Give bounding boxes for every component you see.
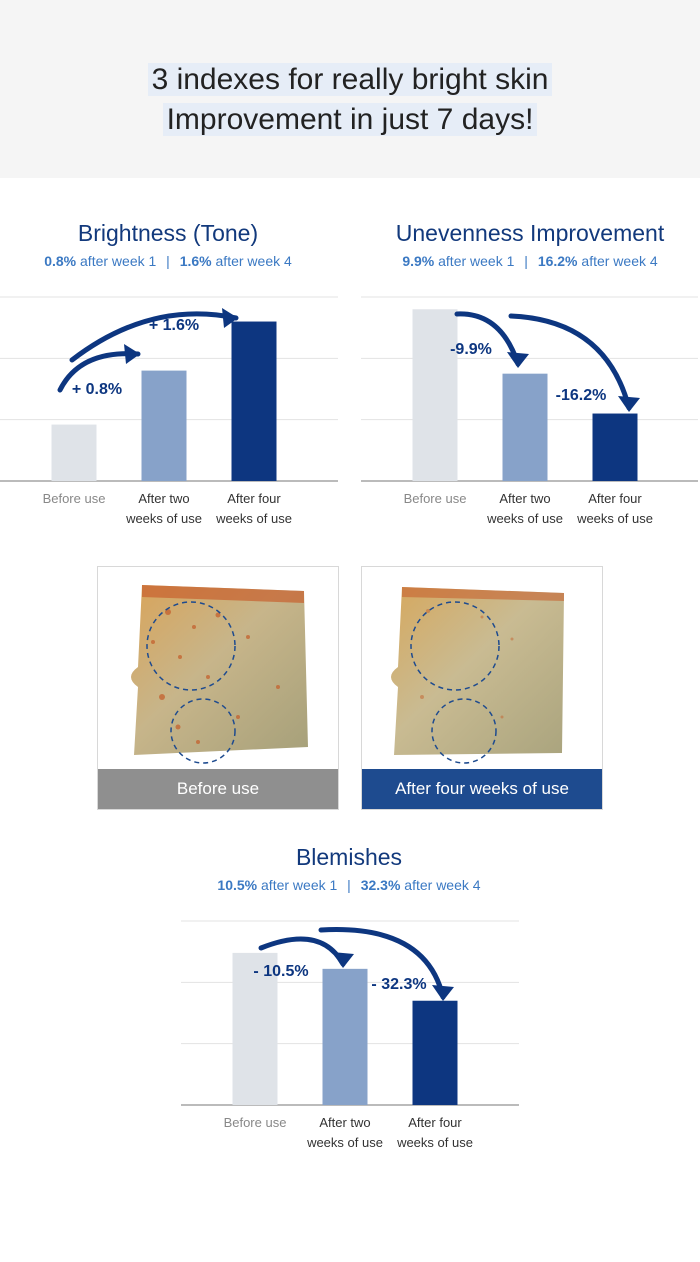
hero-banner: 3 indexes for really bright skin Improve…	[0, 0, 700, 178]
annotation-label: - 32.3%	[371, 976, 426, 993]
hero-subheadline: Improvement in just 7 days!	[162, 103, 538, 136]
arrow-group: -9.9% -16.2%	[450, 311, 640, 412]
brightness-subtitle: 0.8% after week 1 | 1.6% after week 4	[18, 252, 318, 270]
annotation-label: + 1.6%	[149, 317, 199, 334]
tick-label: weeks of use	[125, 511, 202, 526]
separator: |	[347, 877, 351, 893]
unevenness-w1-value: 9.9%	[402, 253, 435, 269]
blemishes-w4-value: 32.3%	[360, 877, 401, 893]
bar	[412, 309, 458, 481]
arrow-group: + 0.8% + 1.6%	[57, 308, 239, 398]
bar	[141, 370, 187, 481]
bar	[412, 1000, 458, 1105]
brightness-title: Brightness (Tone)	[77, 220, 259, 246]
bar	[51, 424, 97, 481]
unevenness-title: Unevenness Improvement	[395, 220, 665, 246]
unevenness-subtitle: 9.9% after week 1 | 16.2% after week 4	[380, 252, 680, 270]
arrow-curve	[508, 313, 632, 411]
highlight-circle	[146, 601, 236, 691]
tick-label: After four	[227, 491, 281, 506]
unevenness-w4-text: after week 4	[581, 253, 658, 269]
unevenness-chart: Before use After two weeks of use After fou…	[361, 296, 698, 526]
brightness-chart: Before use After two weeks of use After fou…	[0, 296, 338, 526]
bar	[232, 952, 278, 1105]
tick-label: Before use	[43, 491, 106, 506]
tick-label: weeks of use	[396, 1135, 473, 1150]
after-photo-label: After four weeks of use	[362, 769, 602, 809]
separator: |	[524, 253, 528, 269]
brightness-w1-value: 0.8%	[44, 253, 77, 269]
highlight-circle	[431, 698, 497, 764]
before-photo-card: Before use	[97, 566, 339, 810]
annotation-label: -16.2%	[556, 387, 607, 404]
bar	[592, 413, 638, 481]
tick-label: After two	[499, 491, 550, 506]
brightness-w4-value: 1.6%	[179, 253, 212, 269]
arrow-head	[432, 985, 454, 1001]
tick-label: Before use	[404, 491, 467, 506]
unevenness-w1-text: after week 1	[438, 253, 515, 269]
before-photo-label: Before use	[98, 769, 338, 809]
separator: |	[166, 253, 170, 269]
tick-label: After four	[588, 491, 642, 506]
highlight-circle	[170, 698, 236, 764]
annotation-label: - 10.5%	[253, 963, 308, 980]
arrow-head	[222, 308, 238, 328]
brightness-w1-text: after week 1	[80, 253, 157, 269]
tick-label: Before use	[224, 1115, 287, 1130]
brightness-w4-text: after week 4	[215, 253, 292, 269]
tick-label: After two	[138, 491, 189, 506]
arrow-curve	[69, 311, 239, 363]
arrow-group: - 10.5% - 32.3%	[253, 927, 454, 1001]
arrow-head	[332, 952, 354, 968]
tick-label: weeks of use	[486, 511, 563, 526]
skin-after-image	[391, 587, 564, 764]
arrow-head	[618, 396, 640, 412]
arrow-head	[507, 352, 529, 368]
highlight-circle	[410, 601, 500, 691]
arrow-curve	[318, 927, 446, 1000]
tick-label: weeks of use	[215, 511, 292, 526]
tick-label: After two	[319, 1115, 370, 1130]
blemishes-w1-value: 10.5%	[217, 877, 258, 893]
blemishes-title: Blemishes	[295, 844, 403, 870]
hero-headline: 3 indexes for really bright skin	[147, 63, 553, 96]
tick-label: weeks of use	[306, 1135, 383, 1150]
unevenness-w4-value: 16.2%	[537, 253, 578, 269]
annotation-label: -9.9%	[450, 341, 492, 358]
tick-label: After four	[408, 1115, 462, 1130]
arrow-head	[124, 344, 140, 364]
blemishes-chart: Before use After two weeks of use After fou…	[181, 920, 519, 1150]
skin-before-image	[131, 585, 308, 764]
annotation-label: + 0.8%	[72, 381, 122, 398]
bar	[322, 968, 368, 1105]
after-photo-card: After four weeks of use	[361, 566, 603, 810]
blemishes-subtitle: 10.5% after week 1 | 32.3% after week 4	[199, 876, 499, 894]
bar	[502, 373, 548, 481]
blemishes-w1-text: after week 1	[261, 877, 338, 893]
bar	[231, 321, 277, 481]
blemishes-w4-text: after week 4	[404, 877, 481, 893]
tick-label: weeks of use	[576, 511, 653, 526]
